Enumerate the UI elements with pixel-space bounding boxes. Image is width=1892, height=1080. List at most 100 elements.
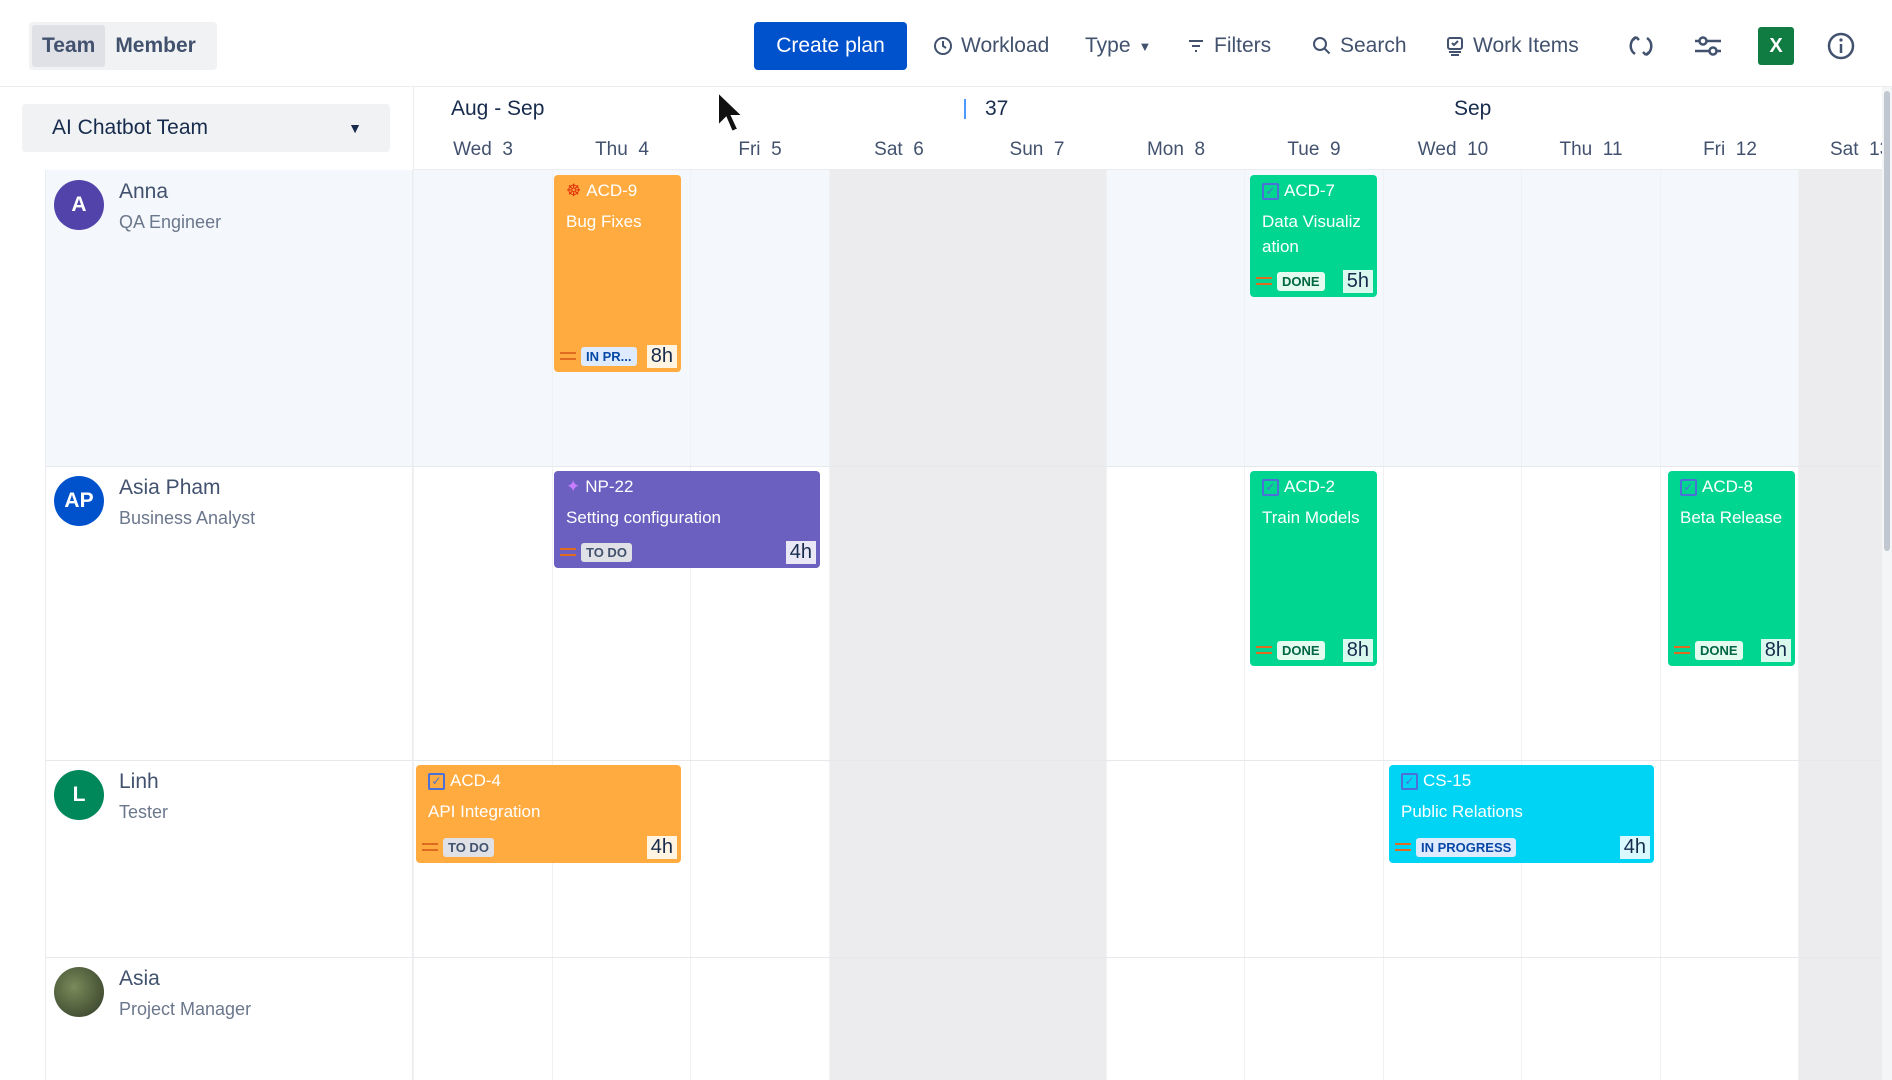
- priority-medium-icon: [1256, 277, 1272, 285]
- chevron-down-icon: ▼: [348, 120, 362, 136]
- hours-estimate: 5h: [1342, 269, 1373, 293]
- card-key: ACD-4: [450, 771, 502, 790]
- info-button[interactable]: [1823, 28, 1859, 64]
- work-item-card[interactable]: ✓ ACD-2 Train Models DONE 8h: [1250, 471, 1377, 666]
- priority-medium-icon: [422, 843, 438, 851]
- excel-export-button[interactable]: X: [1758, 27, 1794, 65]
- team-select[interactable]: AI Chatbot Team ▼: [22, 104, 390, 152]
- day-header: Thu 11: [1559, 139, 1623, 160]
- day-header: Wed 3: [453, 139, 513, 160]
- workload-button[interactable]: Workload: [933, 22, 1049, 70]
- status-badge: DONE: [1695, 640, 1743, 660]
- weekend-column: [967, 170, 1106, 1080]
- work-item-card[interactable]: ✓ CS-15 Public Relations IN PROGRESS 4h: [1389, 765, 1654, 863]
- avatar: L: [54, 770, 104, 820]
- filters-button[interactable]: Filters: [1186, 22, 1271, 70]
- weekend-column: [1798, 170, 1882, 1080]
- month-label: Aug - Sep: [451, 97, 545, 120]
- hours-estimate: 8h: [1760, 638, 1791, 662]
- card-title: Train Models: [1262, 508, 1360, 527]
- type-label: Type: [1085, 34, 1131, 57]
- work-items-label: Work Items: [1473, 34, 1579, 57]
- week-number: 37: [985, 97, 1009, 120]
- task-check-icon: ✓: [1262, 182, 1279, 200]
- hours-estimate: 8h: [646, 344, 677, 368]
- work-item-card[interactable]: ✦ NP-22 Setting configuration TO DO 4h: [554, 471, 820, 568]
- calendar-header: Aug - Sep 37 Sep Wed 3 Thu 4 Fri 5 Sat 6…: [413, 87, 1883, 170]
- refresh-button[interactable]: [1623, 28, 1659, 64]
- status-badge: IN PROGRESS: [1416, 837, 1517, 857]
- priority-medium-icon: [1256, 646, 1272, 654]
- toolbar: Team Member Create plan Workload Type ▼ …: [0, 0, 1892, 87]
- work-items-icon: [1447, 37, 1463, 56]
- view-toggle: Team Member: [29, 22, 217, 70]
- hours-estimate: 4h: [785, 540, 816, 564]
- status-badge: DONE: [1277, 271, 1325, 291]
- create-plan-button[interactable]: Create plan: [754, 22, 907, 70]
- search-icon: [1313, 37, 1331, 55]
- card-title: Beta Release: [1680, 508, 1783, 527]
- weekend-column: [829, 170, 968, 1080]
- person-name: Asia Pham: [119, 476, 221, 499]
- person-role: Tester: [119, 802, 169, 822]
- work-item-card[interactable]: ✓ ACD-7 Data Visualization DONE 5h: [1250, 175, 1377, 297]
- priority-medium-icon: [1395, 843, 1411, 851]
- card-title: Bug Fixes: [566, 212, 642, 231]
- chevron-down-icon: ▼: [1138, 38, 1152, 54]
- day-header: Fri 5: [738, 139, 782, 160]
- person-name: Linh: [119, 770, 159, 793]
- refresh-icon: [1629, 35, 1653, 57]
- task-check-icon: ✓: [1401, 772, 1418, 790]
- people-list: A Anna QA Engineer AP Asia Pham Business…: [45, 170, 413, 1080]
- avatar-photo: [54, 967, 104, 1017]
- calendar-grid: [413, 170, 1882, 1080]
- vertical-scrollbar[interactable]: [1882, 87, 1892, 1080]
- month-label: Sep: [1454, 97, 1492, 120]
- person-name: Asia: [119, 967, 160, 990]
- status-badge: DONE: [1277, 640, 1325, 660]
- info-icon: [1827, 32, 1855, 60]
- excel-icon: X: [1769, 34, 1783, 57]
- card-title: Setting configuration: [566, 508, 721, 527]
- workload-label: Workload: [961, 34, 1050, 57]
- work-item-card[interactable]: ✓ ACD-8 Beta Release DONE 8h: [1668, 471, 1795, 666]
- scrollbar-thumb[interactable]: [1884, 91, 1890, 551]
- priority-medium-icon: [560, 352, 576, 360]
- filters-label: Filters: [1214, 34, 1272, 57]
- settings-sliders-button[interactable]: [1690, 28, 1726, 64]
- card-key: ACD-9: [586, 181, 638, 200]
- work-item-card[interactable]: ✓ ACD-4 API Integration TO DO 4h: [416, 765, 681, 863]
- member-view-tab[interactable]: Member: [115, 34, 196, 57]
- subtask-icon: ✦: [566, 477, 581, 496]
- day-header: Sat 13: [1830, 139, 1883, 160]
- priority-medium-icon: [560, 548, 576, 556]
- day-header: Sat 6: [874, 139, 924, 160]
- status-badge: TO DO: [443, 837, 494, 857]
- team-select-value: AI Chatbot Team: [52, 116, 209, 139]
- day-header: Sun 7: [1009, 139, 1065, 160]
- priority-medium-icon: [1674, 646, 1690, 654]
- day-header: Thu 4: [595, 139, 649, 160]
- team-view-tab[interactable]: Team: [32, 25, 106, 67]
- avatar: AP: [54, 476, 104, 526]
- day-header: Mon 8: [1146, 139, 1206, 160]
- avatar: A: [54, 180, 104, 230]
- mouse-cursor-icon: [717, 90, 746, 134]
- work-items-button[interactable]: Work Items: [1445, 22, 1579, 70]
- day-header: Wed 10: [1417, 139, 1489, 160]
- person-name: Anna: [119, 180, 169, 203]
- task-check-icon: ✓: [1680, 478, 1697, 496]
- card-title: Data Visualization: [1262, 212, 1361, 256]
- task-check-icon: ✓: [428, 772, 445, 790]
- card-key: ACD-8: [1702, 477, 1754, 496]
- work-item-card[interactable]: ☸ ACD-9 Bug Fixes IN PR... 8h: [554, 175, 681, 372]
- status-badge: IN PR...: [581, 346, 637, 366]
- hours-estimate: 4h: [1619, 835, 1650, 859]
- search-button[interactable]: Search: [1312, 22, 1407, 70]
- hours-estimate: 4h: [646, 835, 677, 859]
- hours-estimate: 8h: [1342, 638, 1373, 662]
- person-role: Business Analyst: [119, 508, 256, 528]
- card-title: API Integration: [428, 802, 541, 821]
- sliders-icon: [1695, 36, 1721, 56]
- type-dropdown[interactable]: Type ▼: [1085, 22, 1151, 70]
